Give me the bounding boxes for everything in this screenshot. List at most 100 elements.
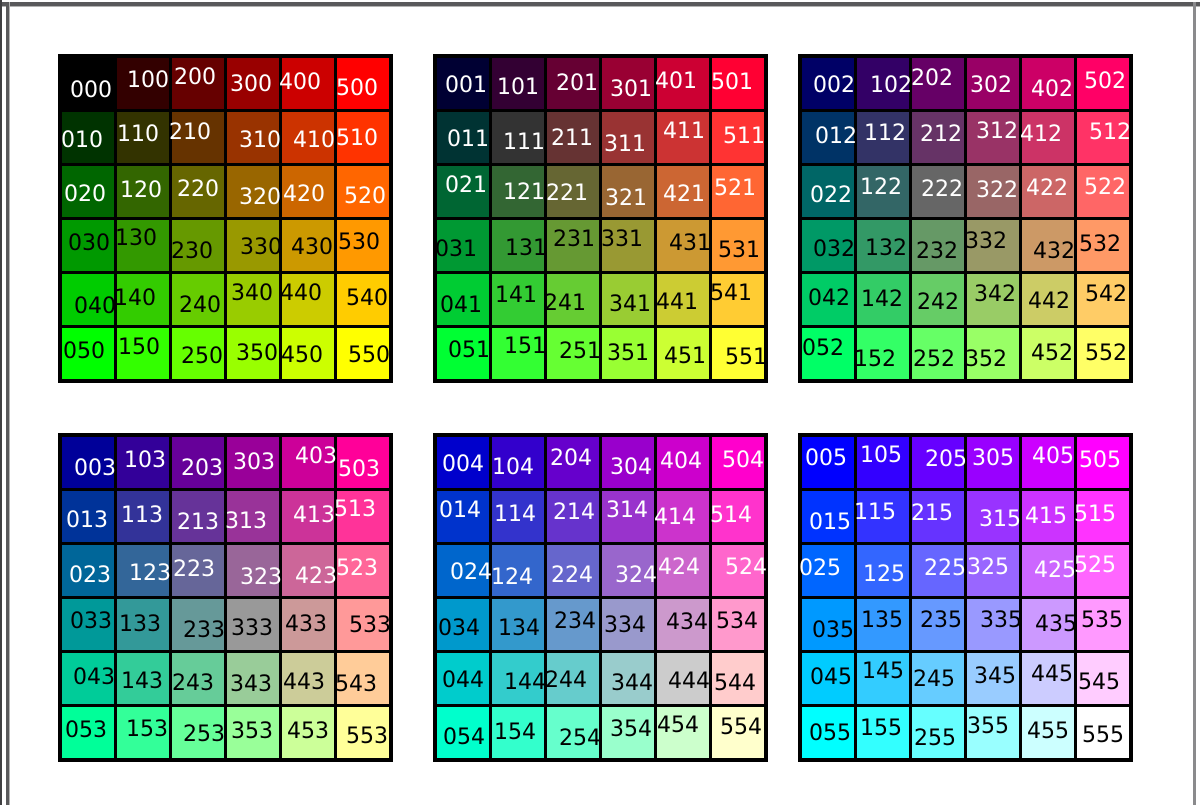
swatch-label: 301: [610, 76, 652, 102]
color-swatch-413: 413: [282, 491, 335, 542]
color-swatch-545: 545: [1077, 653, 1129, 704]
color-swatch-134: 134: [492, 599, 544, 650]
color-swatch-112: 112: [857, 112, 909, 163]
swatch-label: 434: [666, 609, 708, 635]
color-swatch-003: 003: [62, 437, 116, 488]
swatch-label: 305: [972, 445, 1014, 471]
swatch-label: 243: [172, 670, 214, 696]
color-swatch-520: 520: [337, 166, 389, 217]
swatch-label: 324: [615, 562, 657, 588]
color-swatch-431: 431: [657, 220, 711, 271]
swatch-label: 014: [439, 497, 481, 523]
color-swatch-104: 104: [492, 437, 544, 488]
swatch-label: 150: [118, 334, 160, 360]
color-swatch-421: 421: [657, 166, 709, 217]
swatch-label: 433: [285, 611, 327, 637]
swatch-label: 221: [546, 180, 588, 206]
color-swatch-100: 100: [117, 58, 169, 109]
swatch-label: 440: [280, 280, 322, 306]
swatch-label: 351: [607, 340, 649, 366]
window-frame-left-inner-edge: [6, 2, 10, 805]
swatch-label: 355: [967, 713, 1009, 739]
swatch-label: 230: [171, 238, 213, 264]
swatch-label: 344: [611, 670, 653, 696]
color-swatch-242: 242: [912, 274, 964, 325]
color-swatch-534: 534: [712, 599, 764, 650]
swatch-label: 214: [553, 499, 595, 525]
swatch-label: 345: [974, 663, 1016, 689]
swatch-label: 200: [174, 64, 216, 90]
swatch-label: 322: [976, 177, 1018, 203]
color-swatch-030: 030: [62, 220, 114, 271]
swatch-label: 354: [610, 716, 652, 742]
color-swatch-105: 105: [857, 437, 909, 488]
swatch-label: 231: [553, 226, 595, 252]
color-swatch-214: 214: [547, 491, 599, 542]
color-swatch-403: 403: [282, 437, 337, 488]
color-swatch-445: 445: [1022, 653, 1074, 704]
color-swatch-215: 215: [911, 491, 964, 542]
color-swatch-555: 555: [1077, 707, 1129, 758]
color-swatch-004: 004: [437, 437, 489, 488]
color-swatch-052: 052: [802, 328, 854, 379]
swatch-label: 103: [124, 447, 166, 473]
color-swatch-005: 005: [802, 437, 854, 488]
color-swatch-152: 152: [854, 328, 909, 379]
swatch-label: 233: [183, 617, 225, 643]
swatch-label: 315: [979, 506, 1021, 532]
palette-grid-blue2: 002 102 202 302 402 502 012 112 212 312 412 512 022 1…: [798, 54, 1133, 383]
swatch-label: 112: [864, 120, 906, 146]
swatch-label: 001: [445, 72, 487, 98]
color-swatch-235: 235: [912, 599, 964, 650]
color-swatch-344: 344: [602, 653, 654, 704]
color-swatch-053: 053: [62, 707, 114, 758]
swatch-label: 311: [604, 131, 646, 157]
color-swatch-132: 132: [857, 220, 909, 271]
swatch-label: 411: [663, 118, 705, 144]
swatch-label: 334: [604, 612, 646, 638]
swatch-label: 445: [1031, 661, 1073, 687]
swatch-label: 210: [169, 119, 211, 145]
swatch-label: 114: [494, 501, 536, 527]
swatch-label: 353: [231, 718, 273, 744]
swatch-label: 501: [711, 69, 753, 95]
color-swatch-412: 412: [1020, 112, 1074, 163]
swatch-label: 133: [119, 611, 161, 637]
color-swatch-434: 434: [657, 599, 709, 650]
swatch-label: 424: [658, 554, 700, 580]
color-swatch-120: 120: [117, 166, 169, 217]
color-swatch-501: 501: [711, 58, 764, 109]
color-swatch-125: 125: [857, 545, 909, 596]
swatch-label: 343: [230, 671, 272, 697]
color-swatch-540: 540: [337, 274, 389, 325]
color-swatch-044: 044: [437, 653, 489, 704]
color-swatch-435: 435: [1022, 599, 1077, 650]
swatch-label: 022: [810, 182, 852, 208]
swatch-label: 413: [293, 502, 335, 528]
color-swatch-014: 014: [437, 491, 489, 542]
color-swatch-210: 210: [169, 112, 224, 163]
swatch-label: 300: [230, 71, 272, 97]
swatch-label: 040: [74, 293, 116, 319]
swatch-label: 245: [913, 666, 955, 692]
color-swatch-023: 023: [62, 545, 114, 596]
color-swatch-514: 514: [710, 491, 764, 542]
window-frame-left-outer-edge: [0, 0, 2, 805]
swatch-label: 010: [61, 127, 103, 153]
color-swatch-222: 222: [912, 166, 964, 217]
swatch-label: 134: [498, 615, 540, 641]
swatch-label: 502: [1084, 68, 1126, 94]
color-swatch-230: 230: [171, 220, 224, 271]
color-swatch-333: 333: [227, 599, 279, 650]
color-swatch-551: 551: [712, 328, 767, 379]
swatch-label: 203: [181, 455, 223, 481]
swatch-label: 335: [980, 607, 1022, 633]
swatch-label: 312: [976, 118, 1018, 144]
swatch-label: 340: [231, 280, 273, 306]
swatch-label: 341: [609, 291, 651, 317]
color-swatch-331: 331: [601, 220, 654, 271]
swatch-label: 400: [279, 69, 321, 95]
color-swatch-452: 452: [1022, 328, 1074, 379]
swatch-label: 303: [233, 449, 275, 475]
swatch-label: 205: [925, 446, 967, 472]
